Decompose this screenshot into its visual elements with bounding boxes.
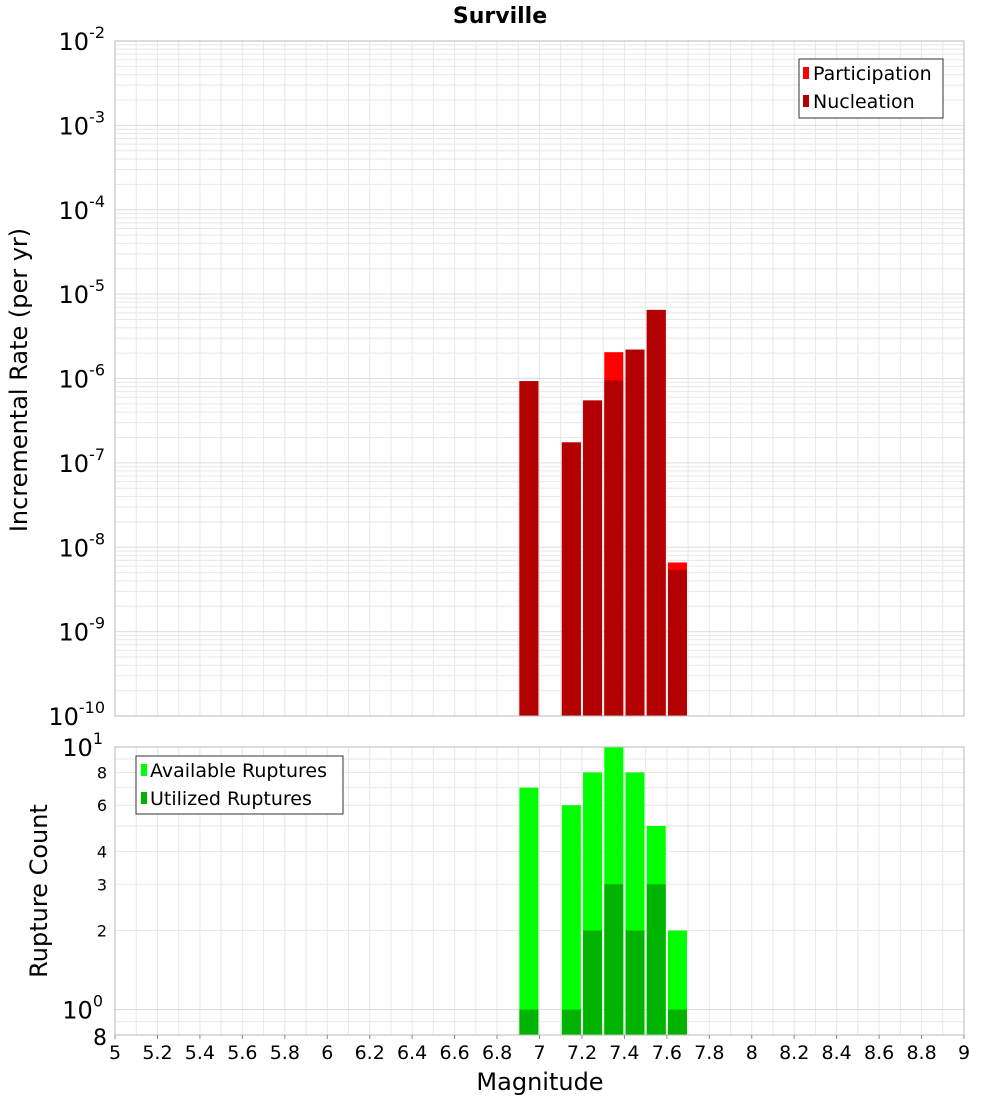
bottom-legend-box [135, 755, 344, 815]
top-y-axis-label: Incremental Rate (per yr) [5, 228, 33, 532]
chart-title: Surville [453, 4, 547, 29]
bar-utilized-ruptures [646, 884, 666, 1035]
x-tick-label: 8.6 [864, 1042, 894, 1064]
top-y-tick-labels: 10-10 10-9 10-8 10-7 10-6 10-5 10-4 10-3 10-2 [48, 23, 105, 731]
x-axis-label: Magnitude [476, 1068, 603, 1096]
y-tick-label: 10-6 [59, 361, 106, 394]
top-legend-box [798, 58, 944, 119]
y-tick-label: 10-8 [59, 529, 106, 562]
top-plot-frame [114, 40, 965, 717]
y-tick-label-minor: 2 [97, 922, 107, 941]
bar-nucleation [519, 381, 539, 716]
bottom-legend: Available Ruptures Utilized Ruptures [135, 755, 344, 815]
bar-utilized-ruptures [625, 930, 645, 1035]
legend-swatch-participation [803, 67, 809, 79]
x-tick-label: 5.4 [185, 1042, 215, 1064]
y-tick-label-minor: 8 [97, 763, 107, 782]
top-plot-grid [114, 40, 965, 717]
legend-label-nucleation: Nucleation [813, 91, 915, 113]
x-tick-label: 7.8 [694, 1042, 724, 1064]
x-tick-label: 6.4 [397, 1042, 427, 1064]
y-tick-label-major: 100 [62, 992, 103, 1025]
bar-nucleation [561, 442, 581, 716]
bar-available-ruptures [561, 805, 581, 1035]
x-tick-label: 6.6 [439, 1042, 469, 1064]
bar-available-ruptures [667, 930, 687, 1035]
y-tick-label: 10-3 [59, 107, 106, 140]
legend-swatch-utilized [141, 792, 147, 804]
legend-swatch-nucleation [803, 95, 809, 107]
legend-label-utilized: Utilized Ruptures [150, 788, 312, 810]
y-tick-label-minor: 4 [97, 842, 107, 861]
legend-swatch-available [141, 764, 147, 776]
bar-nucleation [667, 569, 687, 716]
x-tick-label: 8.8 [906, 1042, 936, 1064]
y-tick-label: 10-4 [59, 192, 106, 225]
x-tick-label: 6 [321, 1042, 333, 1064]
x-tick-label: 5.2 [142, 1042, 172, 1064]
x-tick-label: 8.4 [822, 1042, 852, 1064]
top-plot-bars [519, 309, 687, 716]
bar-nucleation [583, 400, 603, 716]
bar-utilized-ruptures [519, 1009, 539, 1035]
x-tick-label: 7.4 [609, 1042, 639, 1064]
bar-utilized-ruptures [604, 884, 624, 1035]
legend-label-participation: Participation [813, 63, 932, 85]
legend-label-available: Available Ruptures [150, 760, 327, 782]
x-tick-label: 5.8 [270, 1042, 300, 1064]
x-tick-label: 7.2 [567, 1042, 597, 1064]
x-tick-label: 8 [746, 1042, 758, 1064]
x-tick-label: 6.8 [482, 1042, 512, 1064]
bar-utilized-ruptures [561, 1009, 581, 1035]
y-tick-label-minor: 6 [97, 796, 107, 815]
y-tick-label: 10-5 [59, 276, 106, 309]
y-tick-label: 10-9 [59, 614, 106, 647]
bottom-y-axis-label: Rupture Count [25, 804, 53, 978]
y-tick-label-major: 101 [62, 729, 103, 762]
bar-available-ruptures [519, 787, 539, 1035]
bottom-plot-bars [519, 747, 687, 1035]
y-tick-label-minor: 3 [97, 875, 107, 894]
bar-nucleation [646, 309, 666, 716]
x-tick-labels: 5 5.2 5.4 5.6 5.8 6 6.2 6.4 6.6 6.8 7 7.2 7.4 7.6 7.8 8… [109, 1035, 970, 1064]
x-tick-label: 9 [958, 1042, 970, 1064]
x-tick-label: 8.2 [779, 1042, 809, 1064]
y-tick-label: 10-7 [59, 445, 106, 478]
bar-utilized-ruptures [667, 1009, 687, 1035]
bar-nucleation [625, 349, 645, 716]
bar-utilized-ruptures [583, 930, 603, 1035]
bar-nucleation [604, 380, 624, 716]
x-tick-label: 7 [533, 1042, 545, 1064]
x-tick-label: 7.6 [652, 1042, 682, 1064]
x-tick-label: 5.6 [227, 1042, 257, 1064]
x-tick-label: 6.2 [355, 1042, 385, 1064]
y-tick-label: 10-10 [48, 698, 105, 731]
x-tick-label: 5 [109, 1042, 121, 1064]
y-tick-label: 10-2 [59, 23, 106, 56]
y-tick-label-minor: 8 [93, 1026, 107, 1051]
top-legend: Participation Nucleation [798, 58, 944, 119]
